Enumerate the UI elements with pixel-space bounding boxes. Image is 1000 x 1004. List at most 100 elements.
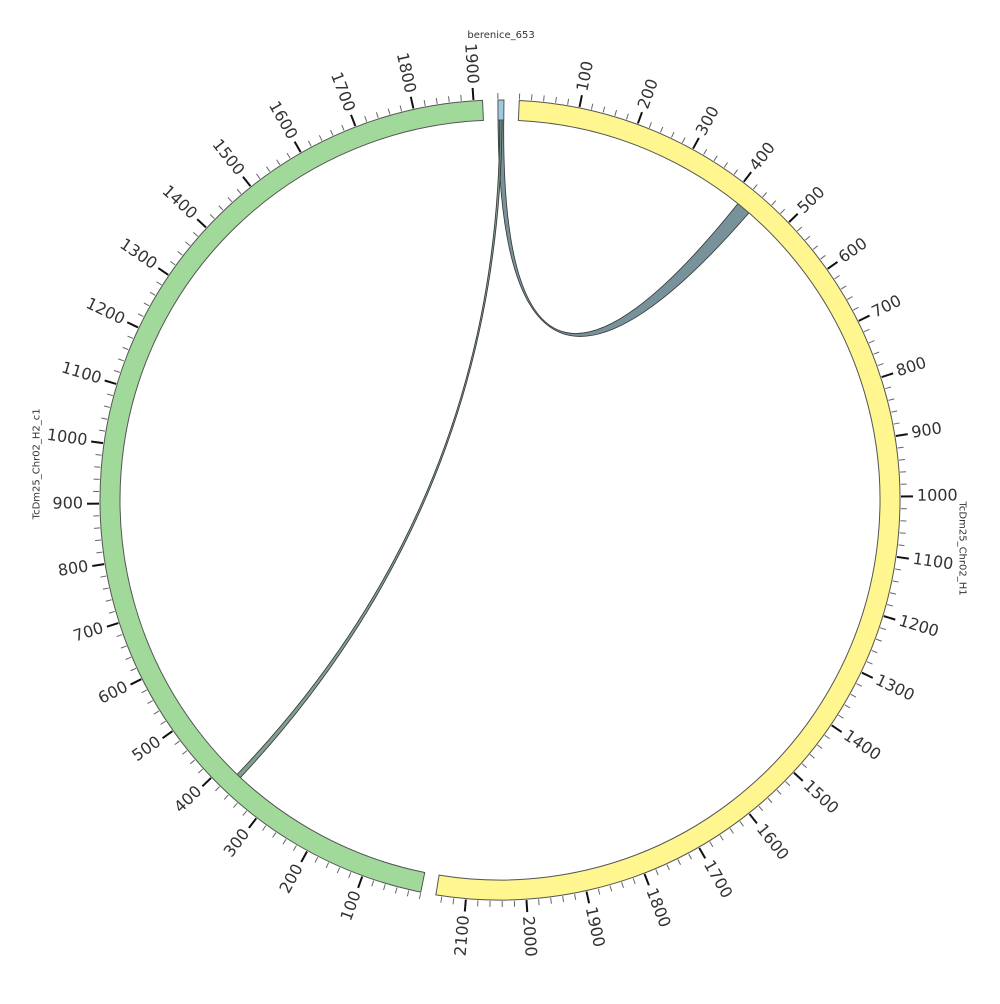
major-tick — [197, 219, 206, 227]
minor-tick — [845, 705, 850, 708]
minor-tick — [156, 282, 161, 285]
minor-tick — [461, 95, 462, 101]
minor-tick — [185, 242, 190, 246]
minor-tick — [575, 894, 576, 900]
minor-tick — [287, 153, 290, 158]
tick-label: 1600 — [265, 98, 302, 143]
tick-label: 500 — [793, 182, 828, 217]
minor-tick — [734, 170, 738, 175]
tick-label: 900 — [910, 418, 943, 442]
minor-tick — [193, 232, 198, 236]
tick-label: 100 — [336, 888, 364, 923]
minor-tick — [178, 251, 183, 255]
minor-tick — [131, 668, 136, 671]
minor-tick — [330, 130, 332, 135]
tick-label: 700 — [868, 291, 904, 322]
minor-tick — [175, 741, 180, 745]
tick-label: 1700 — [700, 857, 737, 902]
minor-tick — [219, 206, 223, 210]
minor-tick — [319, 135, 322, 140]
minor-tick — [890, 593, 896, 594]
minor-tick — [224, 795, 228, 799]
major-tick — [884, 616, 895, 619]
minor-tick — [96, 455, 102, 456]
major-tick — [882, 373, 893, 377]
minor-tick — [888, 399, 894, 400]
major-tick — [351, 115, 355, 126]
segment-label: TcDm25_Chr02_H1 — [956, 501, 967, 596]
tick-label: 700 — [71, 618, 106, 645]
tick-label: 1800 — [642, 885, 674, 930]
minor-tick — [170, 261, 175, 265]
tick-label: 1300 — [116, 234, 160, 273]
minor-tick — [876, 639, 882, 641]
major-tick — [301, 852, 307, 863]
minor-tick — [100, 576, 106, 577]
tick-label: 1900 — [582, 905, 609, 949]
tick-label: 1200 — [83, 294, 128, 329]
minor-tick — [797, 227, 801, 231]
minor-tick — [293, 846, 296, 851]
minor-tick — [349, 872, 351, 878]
segment-label: berenice_653 — [467, 30, 534, 41]
tick-label: 1200 — [897, 611, 941, 641]
minor-tick — [878, 364, 884, 366]
minor-tick — [720, 835, 723, 840]
minor-tick — [841, 286, 846, 289]
minor-tick — [810, 754, 815, 758]
minor-tick — [678, 859, 681, 864]
minor-tick — [603, 107, 605, 113]
major-tick — [580, 95, 582, 107]
minor-tick — [400, 105, 401, 111]
minor-tick — [682, 138, 685, 143]
tick-label: 1400 — [840, 726, 884, 765]
minor-tick — [622, 882, 624, 888]
minor-tick — [114, 370, 120, 372]
minor-tick — [802, 764, 807, 768]
segment — [498, 100, 504, 120]
minor-tick — [864, 329, 869, 332]
tick-label: 1700 — [327, 69, 359, 114]
minor-tick — [539, 899, 540, 905]
major-tick — [358, 877, 362, 888]
major-tick — [794, 773, 803, 781]
minor-tick — [753, 185, 757, 190]
tick-label: 300 — [220, 825, 254, 861]
minor-tick — [568, 99, 569, 105]
major-tick — [699, 848, 705, 858]
minor-tick — [308, 141, 311, 146]
minor-tick — [419, 893, 420, 899]
tick-label: 400 — [745, 138, 779, 174]
major-tick — [749, 814, 756, 823]
minor-tick — [182, 751, 187, 755]
minor-tick — [898, 447, 904, 448]
major-tick — [587, 892, 590, 904]
minor-tick — [441, 897, 442, 903]
minor-tick — [127, 336, 132, 338]
minor-tick — [365, 116, 367, 122]
major-tick — [249, 818, 256, 828]
tick-label: 300 — [692, 103, 723, 139]
minor-tick — [598, 889, 599, 895]
major-tick — [638, 112, 642, 123]
minor-tick — [384, 884, 386, 890]
minor-tick — [610, 886, 612, 892]
major-tick — [411, 97, 414, 109]
minor-tick — [556, 97, 557, 103]
minor-tick — [626, 114, 628, 120]
minor-tick — [851, 694, 856, 697]
minor-tick — [838, 715, 843, 718]
minor-tick — [591, 104, 592, 110]
minor-tick — [817, 745, 822, 749]
minor-tick — [768, 798, 772, 802]
minor-tick — [835, 276, 840, 279]
minor-tick — [273, 833, 276, 838]
minor-tick — [704, 149, 707, 154]
tick-label: 200 — [275, 860, 306, 896]
minor-tick — [740, 821, 744, 826]
minor-tick — [190, 760, 195, 764]
minor-tick — [142, 690, 147, 693]
major-tick — [859, 316, 870, 321]
minor-tick — [233, 803, 237, 808]
minor-tick — [395, 888, 397, 894]
